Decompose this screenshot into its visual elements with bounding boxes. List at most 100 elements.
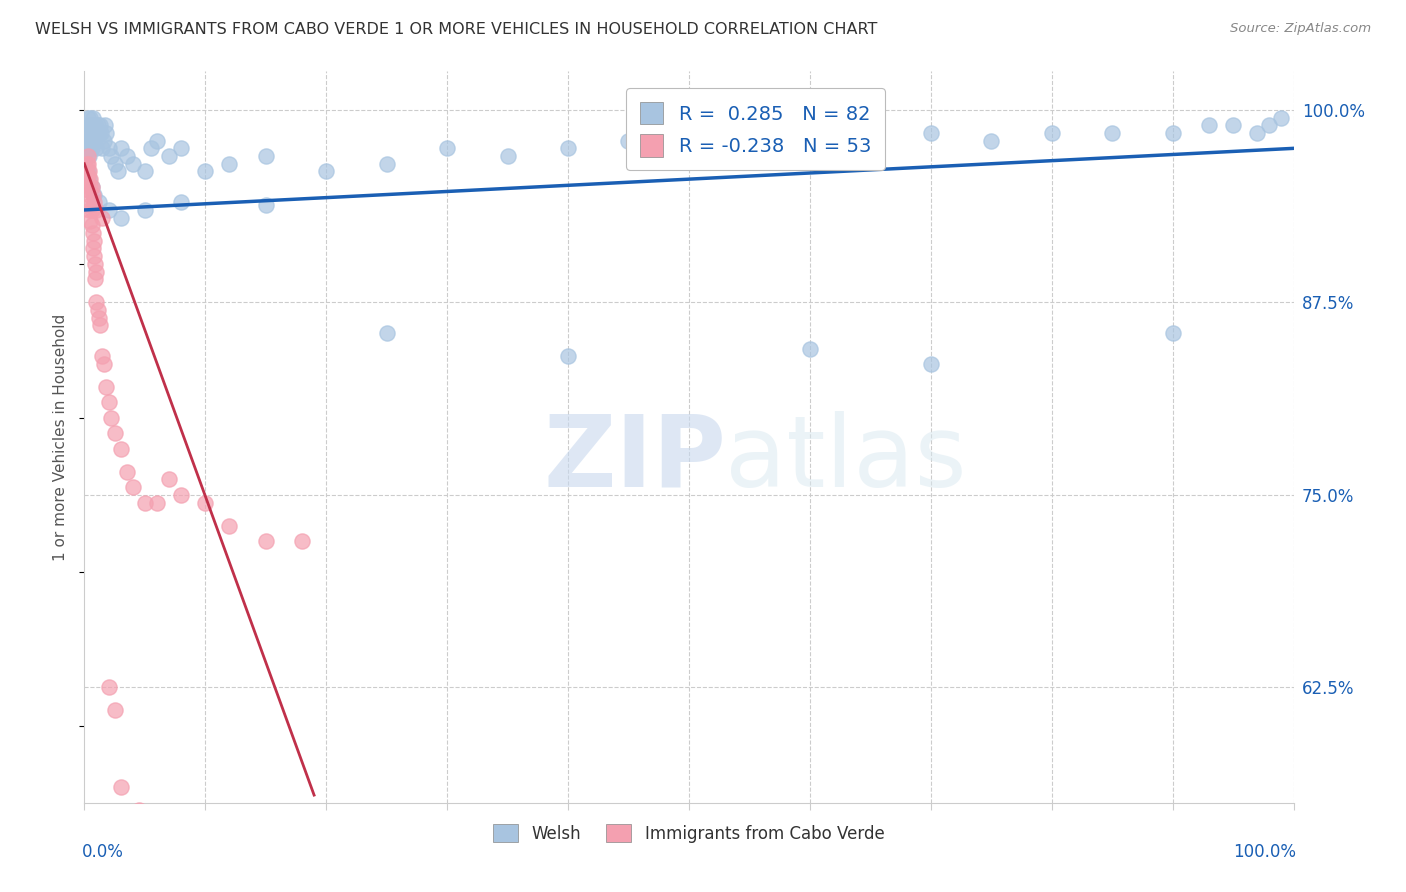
Point [104,426,127,441]
Point [83,234,105,248]
Point [93,134,115,148]
Point [77,126,100,140]
Point [436,141,458,155]
Point [218,157,240,171]
Point [1198,118,1220,132]
Point [86,141,108,155]
Point [77,111,100,125]
Point [1258,118,1281,132]
Point [77,157,100,171]
Point [77,149,100,163]
Point [128,804,150,818]
Point [97,681,120,695]
Point [84,134,107,148]
Point [557,349,579,363]
Point [496,149,519,163]
Point [146,495,169,509]
Point [139,141,162,155]
Point [77,164,100,178]
Point [80,179,103,194]
Point [799,342,821,356]
Point [97,202,120,217]
Point [980,134,1002,148]
Point [1246,126,1268,140]
Point [115,149,138,163]
Point [134,202,156,217]
Point [157,149,180,163]
Text: atlas: atlas [725,410,967,508]
Point [110,211,132,225]
Point [170,488,193,502]
Point [82,118,104,132]
Point [121,157,143,171]
Point [77,183,100,197]
Point [91,141,114,155]
Point [146,134,169,148]
Point [121,480,143,494]
Point [80,134,103,148]
Point [97,395,120,409]
Point [87,195,110,210]
Point [100,410,122,425]
Point [86,295,108,310]
Point [86,303,108,318]
Point [75,141,97,155]
Point [104,157,127,171]
Point [375,326,398,340]
Point [77,172,100,186]
Point [254,198,277,212]
Point [84,272,107,286]
Legend: Welsh, Immigrants from Cabo Verde: Welsh, Immigrants from Cabo Verde [486,818,891,849]
Point [254,534,277,549]
Point [1040,126,1063,140]
Point [80,219,103,233]
Point [77,141,100,155]
Point [104,703,127,717]
Point [90,126,112,140]
Point [77,168,100,182]
Point [799,141,821,155]
Point [94,118,117,132]
Point [1161,326,1184,340]
Point [77,149,100,163]
Point [134,164,156,178]
Point [557,141,579,155]
Point [87,310,110,325]
Point [83,126,105,140]
Point [79,111,101,125]
Point [77,118,100,132]
Point [77,164,100,178]
Point [77,134,100,148]
Point [82,242,104,256]
Point [170,195,193,210]
Point [97,141,120,155]
Point [218,518,240,533]
Point [89,118,111,132]
Point [77,202,100,217]
Point [110,442,132,456]
Point [157,472,180,486]
Point [115,465,138,479]
Point [79,198,101,212]
Point [80,141,103,155]
Point [94,126,117,140]
Point [84,257,107,271]
Point [83,195,105,210]
Point [110,141,132,155]
Point [254,149,277,163]
Point [80,179,103,194]
Point [859,134,882,148]
Point [91,349,114,363]
Point [79,213,101,227]
Point [89,318,111,333]
Point [617,134,640,148]
Point [194,164,217,178]
Point [1161,126,1184,140]
Point [1270,111,1292,125]
Point [110,780,132,795]
Point [82,226,104,240]
Point [1101,126,1123,140]
Point [920,357,942,371]
Point [93,357,115,371]
Point [375,157,398,171]
